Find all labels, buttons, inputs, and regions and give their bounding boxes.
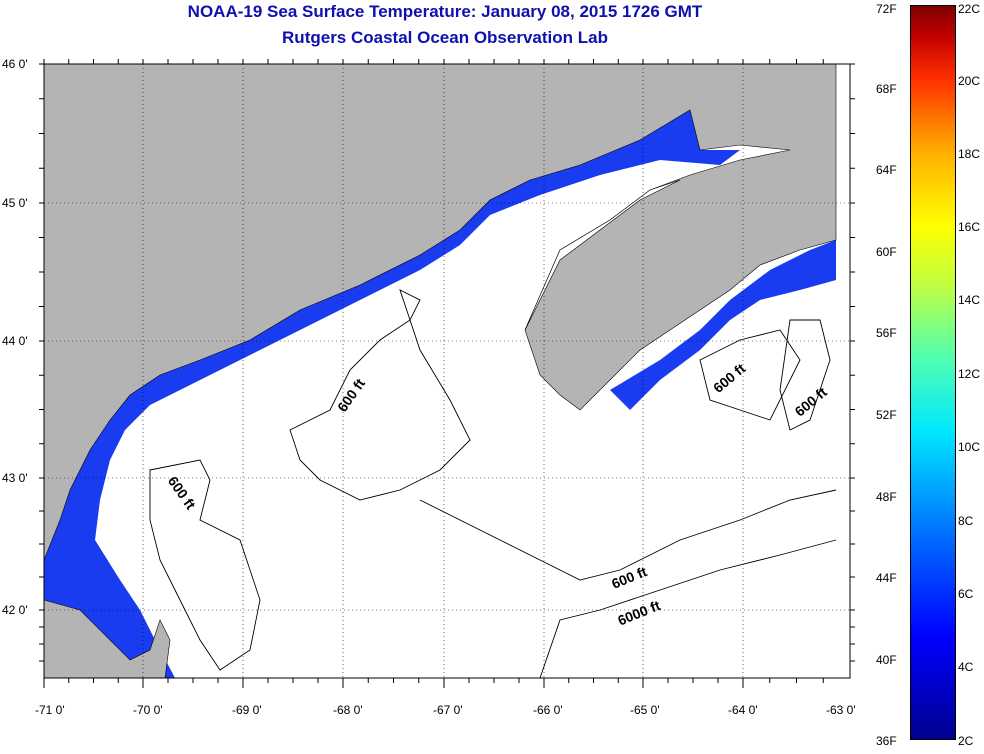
colorbar-c-label: 6C [958,587,974,601]
colorbar-f-label: 64F [876,163,897,177]
colorbar-c-label: 14C [958,293,981,307]
colorbar-c-label: 12C [958,367,981,381]
colorbar-f-label: 68F [876,82,897,96]
lon-label: -64 0' [728,703,758,717]
lon-label: -65 0' [630,703,660,717]
lon-label: -70 0' [133,703,163,717]
lon-label: -63 0' [826,703,856,717]
lon-label: -69 0' [232,703,262,717]
nova-scotia-water-band [610,240,836,410]
colorbar-c-label: 16C [958,220,981,234]
contour-6000ft [539,539,837,679]
lon-label: -68 0' [333,703,363,717]
contour-600ft-georges [419,489,837,581]
colorbar-f-label: 60F [876,245,897,259]
lon-label: -66 0' [533,703,563,717]
contour-600ft-scotian [699,329,801,421]
map-frame [43,63,851,679]
colorbar-c-label: 4C [958,660,974,674]
axis-ticks [39,59,855,688]
coastal-water-band [44,110,740,678]
colorbar-f-label: 48F [876,490,897,504]
colorbar-f-label: 52F [876,408,897,422]
lat-label: 42 0' [2,603,28,617]
colorbar-f-label: 36F [876,734,897,748]
lon-label: -71 0' [35,703,65,717]
temperature-colorbar [910,5,956,740]
lat-label: 45 0' [2,196,28,210]
colorbar-c-label: 18C [958,147,981,161]
map-subtitle: Rutgers Coastal Ocean Observation Lab [282,28,608,47]
lat-label: 43 0' [2,471,28,485]
colorbar-f-label: 44F [876,571,897,585]
colorbar-f-label: 56F [876,326,897,340]
colorbar-c-label: 10C [958,440,981,454]
map-title: NOAA-19 Sea Surface Temperature: January… [187,2,703,21]
lat-label: 46 0' [2,57,28,71]
land-new-england [43,63,837,561]
colorbar-c-label: 20C [958,74,981,88]
colorbar-c-label: 2C [958,734,974,748]
land-nova-scotia-white [524,179,681,331]
contour-600ft-east [779,319,831,431]
colorbar-c-label: 22C [958,2,981,16]
contour-600ft-center [289,289,471,501]
colorbar-f-label: 40F [876,653,897,667]
lon-label: -67 0' [433,703,463,717]
colorbar-c-label: 8C [958,514,974,528]
lat-label: 44 0' [2,334,28,348]
contour-600ft-gulf [149,459,261,671]
colorbar-f-label: 72F [876,2,897,16]
